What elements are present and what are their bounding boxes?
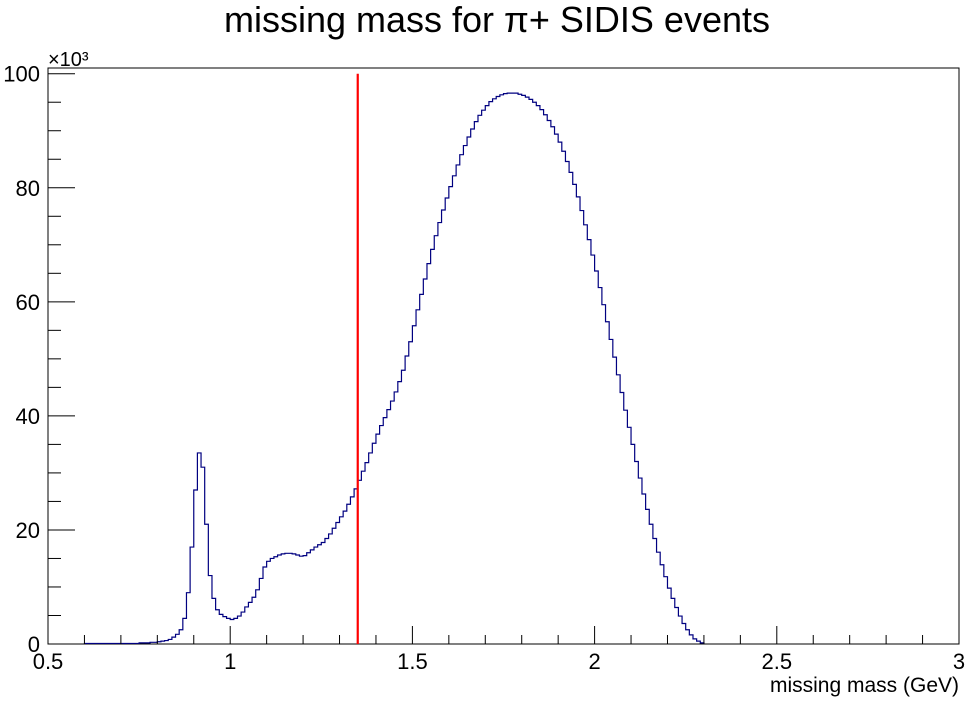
plot-frame	[47, 67, 960, 645]
x-tick-label: 3	[953, 649, 965, 674]
x-tick-label: 0.5	[33, 649, 64, 674]
y-tick-label: 80	[16, 176, 40, 201]
y-tick-label: 20	[16, 518, 40, 543]
y-tick-label: 100	[3, 62, 40, 87]
y-tick-label: 60	[16, 290, 40, 315]
x-tick-label: 1.5	[397, 649, 428, 674]
x-tick-label: 1	[224, 649, 236, 674]
x-tick-label: 2	[588, 649, 600, 674]
y-tick-label: 0	[28, 632, 40, 657]
y-tick-label: 40	[16, 404, 40, 429]
plot-area: 0.5 1 1.5 2 2.5 3 0 20 40 60 80 100	[3, 62, 965, 674]
x-axis-label: missing mass (GeV)	[770, 674, 959, 697]
x-tick-label: 2.5	[762, 649, 793, 674]
chart-title: missing mass for π+ SIDIS events	[224, 0, 770, 40]
y-axis-multiplier: ×10³	[48, 49, 89, 71]
histogram-series	[83, 92, 705, 645]
